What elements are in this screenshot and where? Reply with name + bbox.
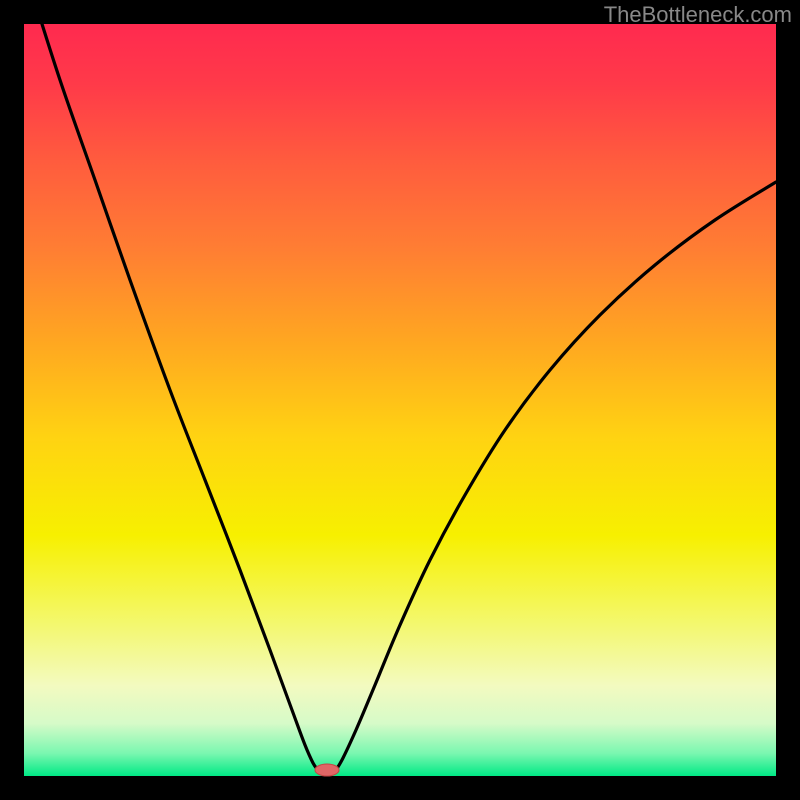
chart-plot-area bbox=[24, 24, 776, 776]
watermark-text: TheBottleneck.com bbox=[604, 2, 792, 28]
bottleneck-chart: TheBottleneck.com bbox=[0, 0, 800, 800]
